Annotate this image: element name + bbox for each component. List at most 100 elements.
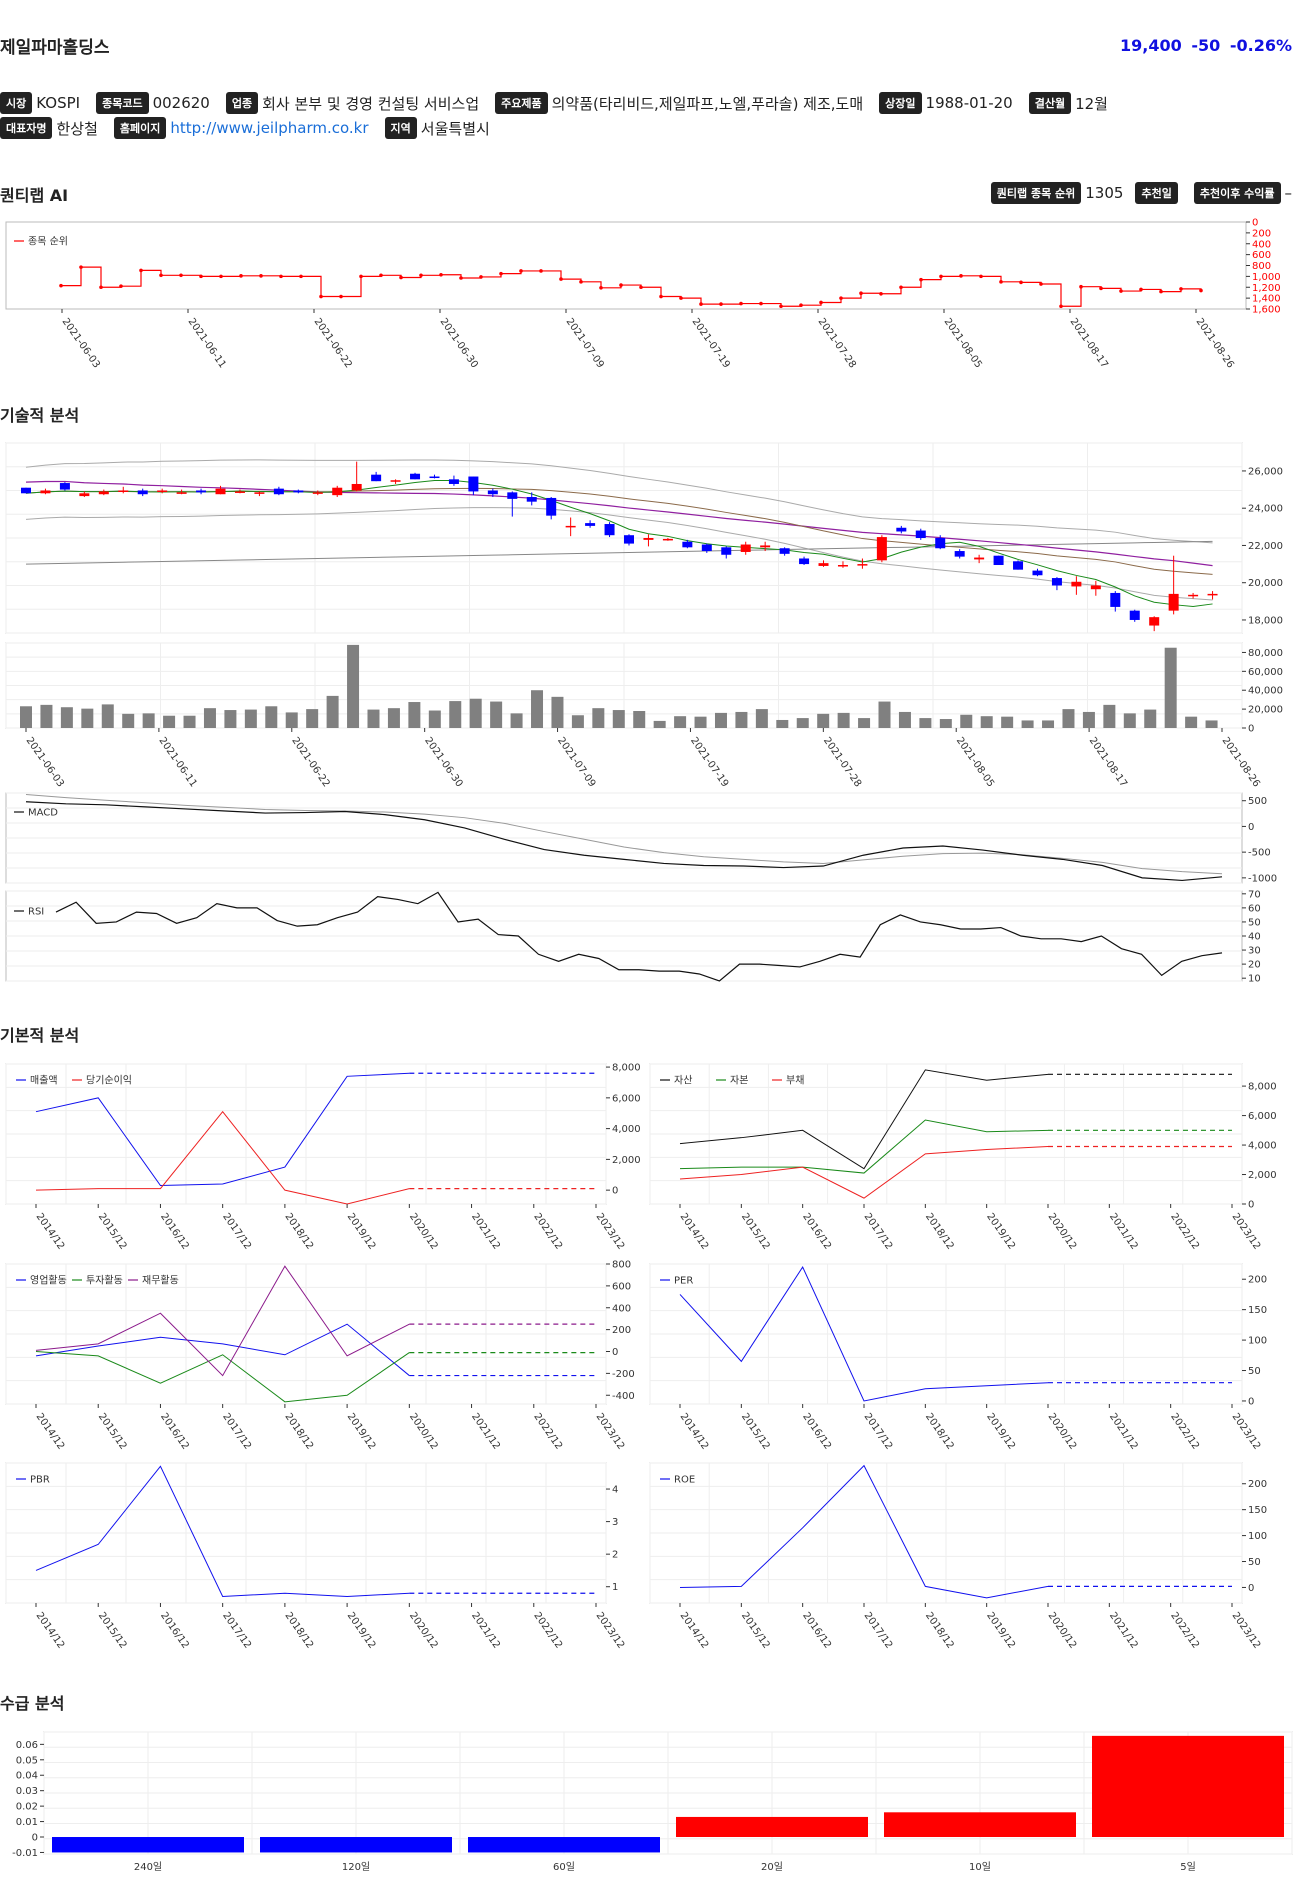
cashflow-chart-x-tick-label: 2015/12 (96, 1411, 129, 1451)
per-chart-axis-tick-label: 100 (1248, 1336, 1267, 1347)
price-candle-body (1207, 593, 1218, 596)
price-change-pct: -0.26% (1229, 36, 1292, 55)
rank-x-tick-label: 2021-07-19 (690, 316, 732, 370)
macd-legend-label: MACD (28, 808, 58, 819)
rank-point (999, 280, 1003, 284)
price-candle-body (1110, 592, 1121, 607)
volume-bar (1042, 720, 1055, 728)
rank-point (1019, 280, 1023, 285)
roe-chart-x-tick-label: 2023/12 (1230, 1610, 1263, 1650)
rsi-axis-tick-label: 10 (1248, 974, 1261, 985)
roe-chart-x-tick-label: 2021/12 (1107, 1610, 1140, 1650)
rank-point (99, 285, 103, 290)
balance-chart-series-line (679, 1069, 1049, 1170)
supply-bar (260, 1837, 452, 1853)
rank-axis-tick-label: 600 (1252, 250, 1271, 261)
volume-bar (449, 701, 462, 728)
rank-x-tick-label: 2021-08-17 (1068, 316, 1110, 370)
price-ma-purple (25, 480, 1213, 567)
cashflow-chart-x-tick-label: 2016/12 (158, 1411, 191, 1451)
volume-x-tick-label: 2021-06-11 (156, 735, 198, 789)
price-candle-body (915, 530, 926, 538)
volume-bar (837, 712, 850, 728)
price-candle-body (176, 492, 187, 494)
sales-profit-chart-x-tick-label: 2021/12 (469, 1211, 502, 1251)
pbr-chart-series-line (35, 1465, 410, 1598)
homepage-link[interactable]: http://www.jeilpharm.co.kr (170, 119, 369, 137)
volume-bar (735, 711, 748, 728)
supply-y-tick-label: 0 (32, 1833, 38, 1844)
volume-bar (571, 715, 584, 728)
fiscal-value: 12월 (1075, 94, 1108, 113)
homepage-tag: 홈페이지 (113, 117, 167, 139)
rank-axis-tick-label: 200 (1252, 228, 1271, 239)
supply-x-tick-label: 10일 (969, 1861, 991, 1873)
pbr-chart-x-tick-label: 2014/12 (34, 1610, 67, 1650)
pbr-chart-axis-tick-label: 2 (612, 1550, 618, 1561)
supply-y-tick-label: -0.01 (12, 1848, 38, 1859)
price-candle-body (351, 483, 362, 491)
price-candle-body (487, 490, 498, 495)
volume-bar (265, 706, 278, 728)
sales-profit-chart-x-tick-label: 2016/12 (158, 1211, 191, 1251)
price-candle-body (876, 537, 887, 561)
rank-x-tick-label: 2021-06-03 (60, 316, 102, 370)
macd-axis-tick-label: -500 (1248, 848, 1271, 859)
volume-x-tick-label: 2021-08-26 (1220, 735, 1262, 789)
price-candle-body (1188, 594, 1199, 597)
per-chart-series-line (679, 1266, 1049, 1402)
cashflow-chart-axis-tick-label: 600 (612, 1281, 631, 1292)
market-value: KOSPI (36, 94, 81, 112)
rank-point (539, 269, 543, 273)
rank-point (699, 302, 703, 306)
cashflow-chart-x-tick-label: 2023/12 (594, 1411, 627, 1451)
section-title-quantilab: 퀀티랩 AI (0, 186, 69, 205)
rank-point (839, 296, 843, 300)
pbr-chart-x-tick-label: 2016/12 (158, 1610, 191, 1650)
rank-x-tick-label: 2021-08-05 (942, 316, 984, 370)
section-title-supply: 수급 분석 (0, 1694, 65, 1713)
volume-bar (755, 709, 768, 728)
price-candle-body (273, 488, 284, 495)
balance-chart-x-tick-label: 2015/12 (739, 1211, 772, 1251)
volume-bar (1185, 716, 1198, 728)
price-candle-body (818, 563, 829, 566)
macd-axis-tick-label: 0 (1248, 822, 1254, 833)
rank-point (1139, 287, 1143, 292)
rsi-axis-tick-label: 20 (1248, 960, 1261, 971)
pbr-chart-x-tick-label: 2018/12 (282, 1610, 315, 1650)
volume-axis-tick-label: 60,000 (1248, 667, 1283, 678)
rank-point (799, 303, 803, 307)
rank-point (199, 274, 203, 279)
roe-chart-legend-label: ROE (674, 1475, 695, 1486)
rank-point (119, 284, 123, 288)
quantilab-summary: 퀀티랩 종목 순위 1305 추천일 추천이후 수익률 – (979, 182, 1292, 204)
rank-point (1179, 287, 1183, 291)
volume-bar (919, 718, 932, 728)
roe-chart-series-line (679, 1464, 1049, 1599)
volume-bar (714, 712, 727, 728)
per-chart-x-tick-label: 2020/12 (1046, 1411, 1079, 1451)
price-candle-body (1071, 581, 1082, 587)
price-candle-body (857, 564, 868, 566)
rank-value: 1305 (1085, 184, 1124, 202)
volume-bar (878, 701, 891, 728)
rank-point (439, 272, 443, 277)
cashflow-chart-axis-tick-label: 400 (612, 1303, 631, 1314)
roe-chart-x-tick-label: 2016/12 (800, 1610, 833, 1650)
cashflow-chart-legend-label: 영업활동 (30, 1274, 67, 1287)
rank-point (519, 269, 523, 273)
rank-point (459, 276, 463, 280)
supply-x-tick-label: 5일 (1180, 1861, 1196, 1873)
listing-value: 1988-01-20 (925, 94, 1013, 112)
balance-chart-x-tick-label: 2020/12 (1046, 1211, 1079, 1251)
price-candle-body (312, 492, 323, 494)
volume-bar (203, 708, 216, 728)
price-candle-body (760, 545, 771, 548)
volume-bar (163, 715, 176, 728)
price-display: 19,400 -50 -0.26% (1116, 36, 1292, 55)
volume-bar (1103, 704, 1116, 728)
volume-bar (285, 712, 298, 728)
balance-chart-x-tick-label: 2021/12 (1107, 1211, 1140, 1251)
volume-bar (306, 709, 319, 728)
